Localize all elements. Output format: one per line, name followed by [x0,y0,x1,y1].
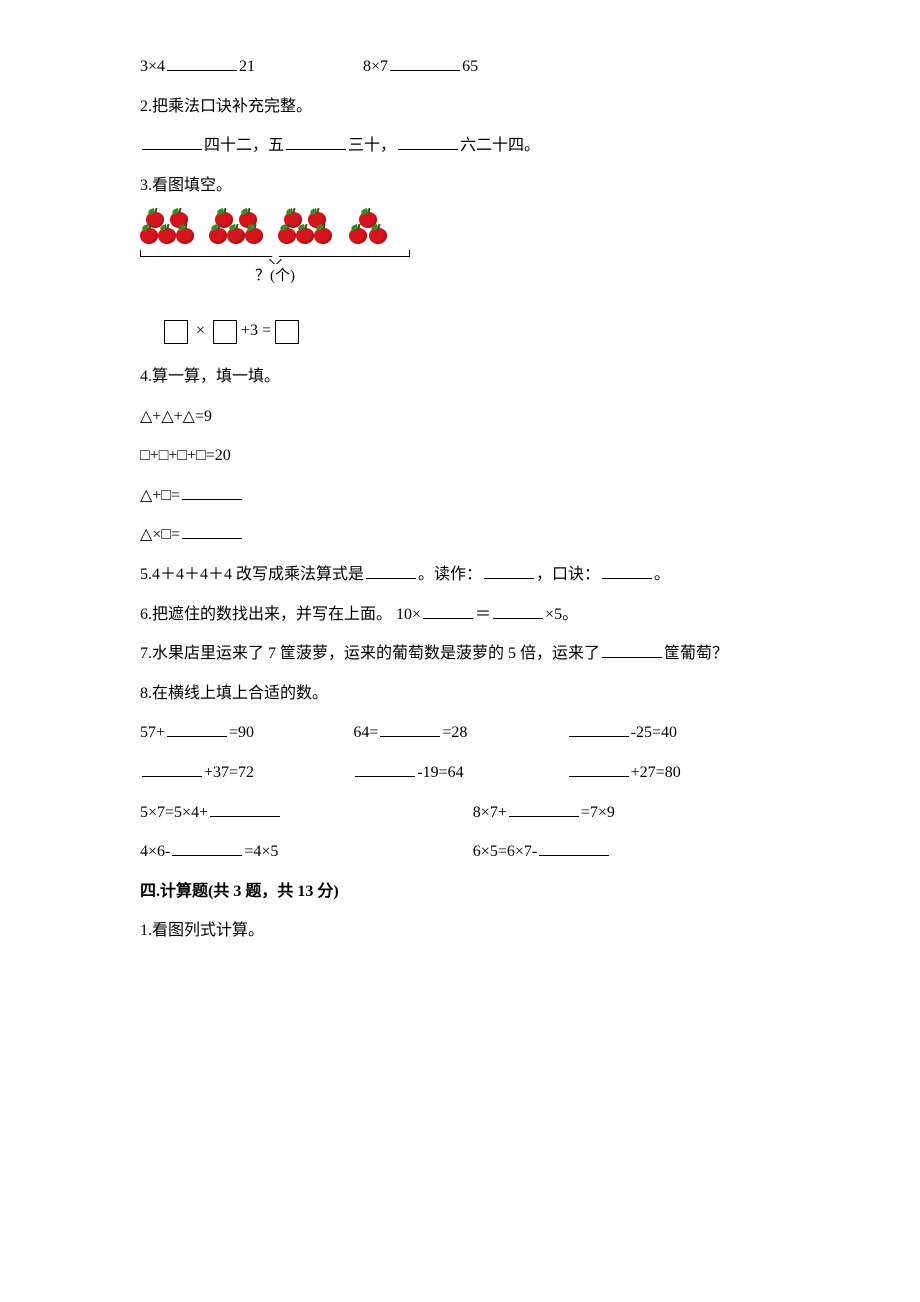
q4-line1: △+△+△=9 [140,404,780,430]
q8-r2c1-suf: +37=72 [204,764,254,781]
q8-r1c2-pre: 64= [353,724,378,741]
answer-box[interactable] [213,320,237,344]
apple-cluster [140,212,195,248]
q1-expr-b: 8×7 [363,58,388,75]
q1-blank-b[interactable] [390,54,460,71]
q6-suffix: ×5。 [545,606,578,623]
q5-mid1: 。读作： [418,566,482,583]
q4-line4-prefix: △×□= [140,526,180,543]
q1-expr-a: 3×4 [140,58,165,75]
answer-box[interactable] [164,320,188,344]
q4-blank-4[interactable] [182,522,242,539]
blank[interactable] [509,800,579,817]
q8-title: 8.在横线上填上合适的数。 [140,681,780,707]
q5-line: 5.4＋4＋4＋4 改写成乘法算式是 。读作： ，口诀： 。 [140,562,780,588]
q3-title: 3.看图填空。 [140,173,780,199]
q5-suffix: 。 [654,566,670,583]
q1-val-b: 65 [462,58,478,75]
q6-blank-2[interactable] [493,602,543,619]
curly-brace [140,250,410,264]
q6-line: 6.把遮住的数找出来，并写在上面。 10× ＝ ×5。 [140,602,780,628]
blank[interactable] [210,800,280,817]
blank[interactable] [380,720,440,737]
q6-blank-1[interactable] [423,602,473,619]
q8-row4: 4×6- =4×5 6×5=6×7- [140,839,780,865]
apple-cluster [347,212,389,248]
q3-equation: × +3 = [160,318,780,344]
q6-mid: ＝ [475,606,491,623]
section4-q1: 1.看图列式计算。 [140,918,780,944]
q1-comparison-row: 3×4 21 8×7 65 [140,54,780,80]
answer-box[interactable] [275,320,299,344]
q8-r1c1-suf: =90 [229,724,254,741]
q4-line2: □+□+□+□=20 [140,443,780,469]
q8-r2c3-suf: +27=80 [631,764,681,781]
q5-mid2: ，口诀： [536,566,600,583]
q2-blank-3[interactable] [398,133,458,150]
q8-r4c1-pre: 4×6- [140,843,170,860]
blank[interactable] [172,839,242,856]
q2-title: 2.把乘法口诀补充完整。 [140,94,780,120]
q3-mid: +3 = [241,322,271,339]
q5-blank-3[interactable] [602,562,652,579]
blank[interactable] [569,760,629,777]
q8-row2: +37=72 -19=64 +27=80 [140,760,780,786]
q5-prefix: 5.4＋4＋4＋4 改写成乘法算式是 [140,566,364,583]
q1-val-a: 21 [239,58,255,75]
q8-r4c1-suf: =4×5 [244,843,278,860]
q8-row1: 57+ =90 64= =28 -25=40 [140,720,780,746]
q8-r1c3-suf: -25=40 [631,724,677,741]
q7-blank[interactable] [602,641,662,658]
q8-r3c2-suf: =7×9 [581,804,615,821]
q8-r1c2-suf: =28 [442,724,467,741]
apple-cluster [209,212,264,248]
q8-r3c1-pre: 5×7=5×4+ [140,804,208,821]
q8-r1c1-pre: 57+ [140,724,165,741]
q2-blank-1[interactable] [142,133,202,150]
q1-blank-a[interactable] [167,54,237,71]
q2-text-3: 六二十四。 [460,137,540,154]
q8-r3c2-pre: 8×7+ [473,804,507,821]
blank[interactable] [167,720,227,737]
blank[interactable] [569,720,629,737]
q8-r2c2-suf: -19=64 [417,764,463,781]
q6-prefix: 6.把遮住的数找出来，并写在上面。 10× [140,606,421,623]
q8-r4c2-pre: 6×5=6×7- [473,843,537,860]
q4-blank-3[interactable] [182,483,242,500]
q2-body: 四十二，五 三十， 六二十四。 [140,133,780,159]
apple-cluster [278,212,333,248]
q2-text-1: 四十二，五 [204,137,284,154]
blank[interactable] [539,839,609,856]
q8-row3: 5×7=5×4+ 8×7+ =7×9 [140,800,780,826]
q2-text-2: 三十， [348,137,396,154]
q4-title: 4.算一算，填一填。 [140,364,780,390]
q7-prefix: 7.水果店里运来了 7 筐菠萝，运来的葡萄数是菠萝的 5 倍，运来了 [140,645,600,662]
q4-line4: △×□= [140,522,780,548]
q3-figure: ？(个) [140,212,780,288]
q5-blank-2[interactable] [484,562,534,579]
apple-clusters-row [140,212,780,248]
section4-heading: 四.计算题(共 3 题，共 13 分) [140,879,780,905]
brace-row: ？(个) [140,250,780,288]
q4-line3-prefix: △+□= [140,487,180,504]
blank[interactable] [355,760,415,777]
blank[interactable] [142,760,202,777]
q7-line: 7.水果店里运来了 7 筐菠萝，运来的葡萄数是菠萝的 5 倍，运来了 筐葡萄？ [140,641,780,667]
brace-label: ？(个) [140,264,410,288]
q4-line3: △+□= [140,483,780,509]
q2-blank-2[interactable] [286,133,346,150]
q7-suffix: 筐葡萄？ [664,645,728,662]
q5-blank-1[interactable] [366,562,416,579]
